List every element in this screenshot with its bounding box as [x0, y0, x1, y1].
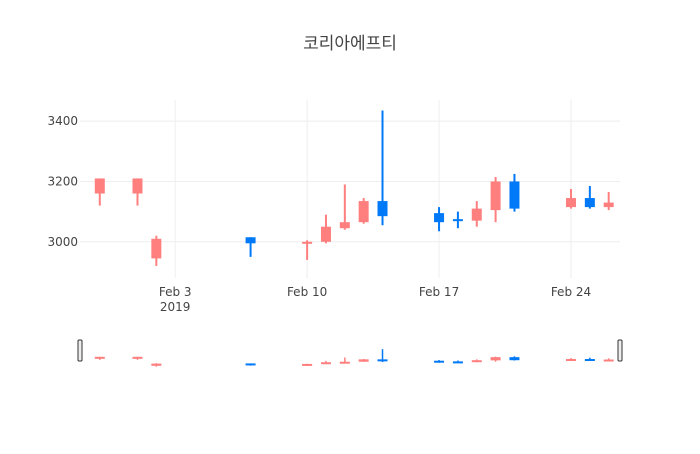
mini-candle-body [132, 356, 143, 359]
x-tick-label: Feb 10 [287, 285, 327, 299]
candle-body [490, 181, 501, 211]
candle-body [151, 238, 162, 259]
range-slider[interactable] [77, 339, 623, 367]
mini-candle-body [434, 360, 445, 363]
candle-body [320, 226, 331, 242]
range-slider-right-handle[interactable] [617, 339, 623, 362]
candle-body [94, 178, 105, 194]
mini-candle-body [565, 359, 576, 362]
mini-candle-body [151, 363, 162, 366]
x-tick-label: Feb 3 [159, 285, 192, 299]
candle-body [302, 241, 313, 244]
candle-body [245, 237, 256, 244]
candle-body [339, 222, 350, 229]
range-slider-left-handle[interactable] [77, 339, 83, 362]
grid-lines [80, 100, 620, 278]
candle-body [565, 198, 576, 208]
mini-candle-body [584, 359, 595, 362]
candle-body [509, 181, 520, 209]
mini-candle-body [302, 363, 313, 366]
candle-body [584, 198, 595, 208]
y-tick-label: 3200 [47, 174, 78, 188]
mini-candle-body [603, 359, 614, 362]
y-tick-label: 3000 [47, 235, 78, 249]
mini-candle-body [452, 361, 463, 364]
candle-body [452, 219, 463, 222]
mini-candle-body [358, 359, 369, 362]
axis-labels: 3000 3200 3400 Feb 3 Feb 10 Feb 17 Feb 24 2019 [47, 114, 591, 314]
mini-candle-body [245, 363, 256, 366]
candle-body [434, 213, 445, 223]
mini-candle-body [377, 359, 388, 362]
candle-body [132, 178, 143, 194]
candle-body [603, 202, 614, 208]
candle-body [471, 208, 482, 221]
x-year-label: 2019 [160, 300, 191, 314]
range-slider-background [80, 340, 620, 360]
candles [94, 110, 614, 266]
mini-candle-body [320, 362, 331, 365]
candle-body [358, 201, 369, 223]
x-tick-label: Feb 17 [419, 285, 459, 299]
y-tick-label: 3400 [47, 114, 78, 128]
mini-candle-body [490, 357, 501, 361]
mini-candle-body [339, 361, 350, 364]
x-tick-label: Feb 24 [551, 285, 591, 299]
candle-body [377, 201, 388, 217]
mini-candle-body [94, 356, 105, 359]
mini-candle-body [471, 360, 482, 363]
chart-title: 코리아에프티 [303, 34, 397, 54]
mini-candle-body [509, 357, 520, 361]
